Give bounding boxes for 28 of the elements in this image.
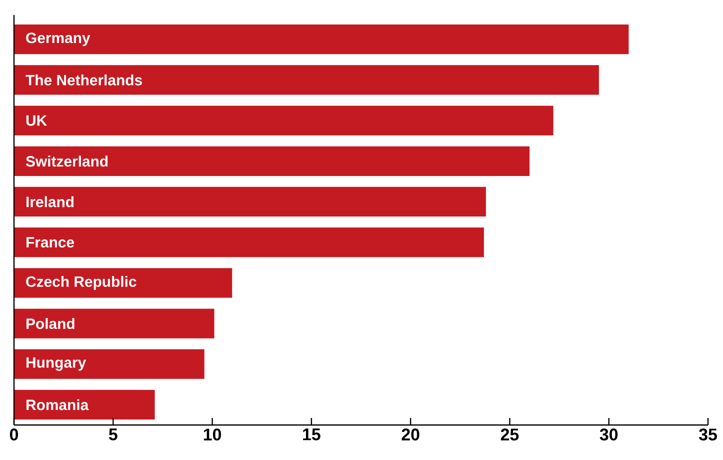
x-tick-label: 30	[600, 428, 618, 441]
bar	[14, 268, 232, 298]
bar	[14, 65, 599, 95]
y-tick-label: Czech Republic	[26, 276, 136, 290]
bar	[14, 146, 530, 176]
x-tick-label: 0	[10, 428, 18, 441]
x-tick-label: 35	[698, 428, 717, 441]
y-tick-label: UK	[26, 115, 47, 126]
y-tick-label: The Netherlands	[26, 74, 142, 86]
bar	[14, 186, 486, 217]
bar	[14, 390, 155, 420]
y-tick-label: Poland	[26, 318, 74, 330]
x-tick-label: 10	[204, 428, 222, 441]
bar	[14, 24, 629, 54]
y-tick-label: France	[26, 237, 74, 248]
x-tick-label: 20	[402, 428, 420, 441]
x-tick-label: 5	[108, 428, 118, 440]
bar	[14, 106, 554, 136]
bar	[14, 308, 214, 338]
bar	[14, 349, 204, 379]
x-tick-label: 25	[500, 428, 519, 441]
y-tick-label: Switzerland	[26, 156, 108, 167]
y-tick-label: Ireland	[26, 196, 74, 208]
y-tick-label: Romania	[26, 399, 89, 410]
bar	[14, 228, 484, 258]
y-tick-label: Germany	[26, 32, 90, 46]
y-tick-label: Hungary	[26, 357, 86, 371]
x-tick-label: 15	[303, 428, 320, 440]
